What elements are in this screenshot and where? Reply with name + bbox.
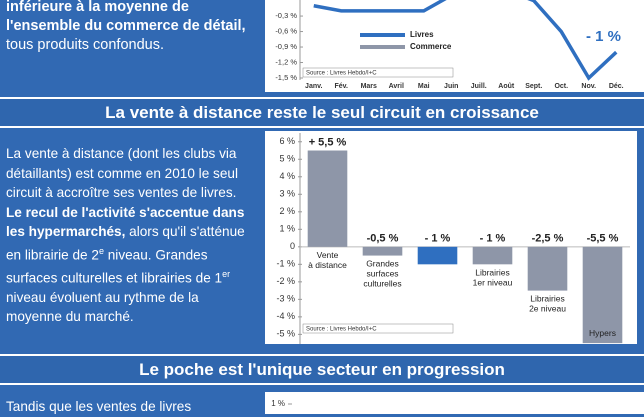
category-label: Grandes surfaces culturelles <box>363 259 401 289</box>
x-tick-label: Juill. <box>471 83 487 90</box>
y-tick-label: -2 % <box>276 276 295 286</box>
y-tick-label: -0,6 % <box>275 27 297 36</box>
bar <box>527 246 568 291</box>
bar <box>307 150 348 247</box>
intro-line: inférieure à la moyenne de <box>6 0 189 15</box>
x-tick-label: Fév. <box>335 83 349 90</box>
text-segment: er <box>222 268 231 279</box>
y-tick-label: 2 % <box>279 206 295 216</box>
bar <box>472 246 513 265</box>
y-tick-label: -1,2 % <box>275 58 297 67</box>
intro-line: tous produits confondus. <box>6 37 164 53</box>
x-tick-label: Déc. <box>609 83 624 90</box>
category-label: Vente à distance <box>308 250 347 270</box>
y-tick-label: -1,5 % <box>275 73 297 82</box>
section-header: La vente à distance reste le seul circui… <box>0 97 644 128</box>
y-tick-label: 4 % <box>279 171 295 181</box>
text-segment: niveau. Grandes surfaces culturelles et … <box>6 247 223 286</box>
y-tick-label: -0,3 % <box>275 11 297 20</box>
y-tick-label: -3 % <box>276 294 295 304</box>
bar <box>582 246 623 344</box>
category-label: Librairies 1er niveau <box>473 268 513 288</box>
text-segment: niveau évoluent au rythme de la moyenne … <box>6 289 199 325</box>
y-tick-label: 5 % <box>279 154 295 164</box>
source-box <box>302 67 454 78</box>
value-label: - 1 % <box>480 233 506 245</box>
bar <box>362 246 403 256</box>
x-tick-label: Janv. <box>305 83 322 90</box>
x-tick-label: Sept. <box>525 83 542 90</box>
legend-label: Livres <box>410 30 434 39</box>
text-segment: e <box>98 245 104 256</box>
x-tick-label: Nov. <box>581 83 596 90</box>
y-tick-label: -5 % <box>276 329 295 339</box>
y-tick-label: -4 % <box>276 311 295 321</box>
y-tick-label: -1 % <box>276 259 295 269</box>
line <box>313 0 618 81</box>
value-label: -0,5 % <box>367 233 399 245</box>
x-tick-label: Juin <box>444 83 458 90</box>
bar <box>417 246 458 265</box>
value-label: -5,5 % <box>587 233 619 245</box>
x-tick-label: Oct. <box>554 83 568 90</box>
section-header: Le poche est l'unique secteur en progres… <box>0 354 644 385</box>
legend-label: Commerce <box>410 42 452 51</box>
value-label: -2,5 % <box>532 233 564 245</box>
annotation: - 1 % <box>586 28 621 45</box>
category-label: Hypers <box>589 328 616 338</box>
category-label: Librairies 2e niveau <box>529 294 566 314</box>
panel <box>265 392 644 414</box>
y-tick-label: 1 % <box>271 399 285 408</box>
x-tick-label: Août <box>498 83 515 90</box>
source: Source : Livres Hebdo/I+C <box>306 71 377 77</box>
y-tick-label: 0 <box>290 241 295 251</box>
paragraph: Tandis que les ventes de livres <box>6 399 192 414</box>
y-tick-label: 3 % <box>279 189 295 199</box>
value-label: + 5,5 % <box>309 136 347 148</box>
x-tick-label: Avril <box>389 83 404 90</box>
paragraph: La vente à distance (dont les clubs via … <box>6 144 256 327</box>
x-tick-label: Mars <box>361 83 377 90</box>
text-segment: Le recul de l'activité s'accentue dans l… <box>6 204 245 240</box>
y-tick-label: -0,9 % <box>275 42 297 51</box>
source: Source : Livres Hebdo/I+C <box>306 327 377 333</box>
text-segment: La vente à distance (dont les clubs via … <box>6 146 238 200</box>
y-tick-label: 1 % <box>279 224 295 234</box>
value-label: - 1 % <box>425 233 451 245</box>
text-segment: alors qu'il s'atténue en librairie de 2 <box>6 224 245 263</box>
source-box <box>302 323 454 334</box>
intro: inférieure à la moyenne de l'ensemble du… <box>6 0 246 55</box>
x-tick-label: Mai <box>418 83 430 90</box>
intro-line: l'ensemble du commerce de détail, <box>6 18 246 34</box>
y-tick-label: 6 % <box>279 136 295 146</box>
category-label: Ensemble <box>419 268 457 278</box>
